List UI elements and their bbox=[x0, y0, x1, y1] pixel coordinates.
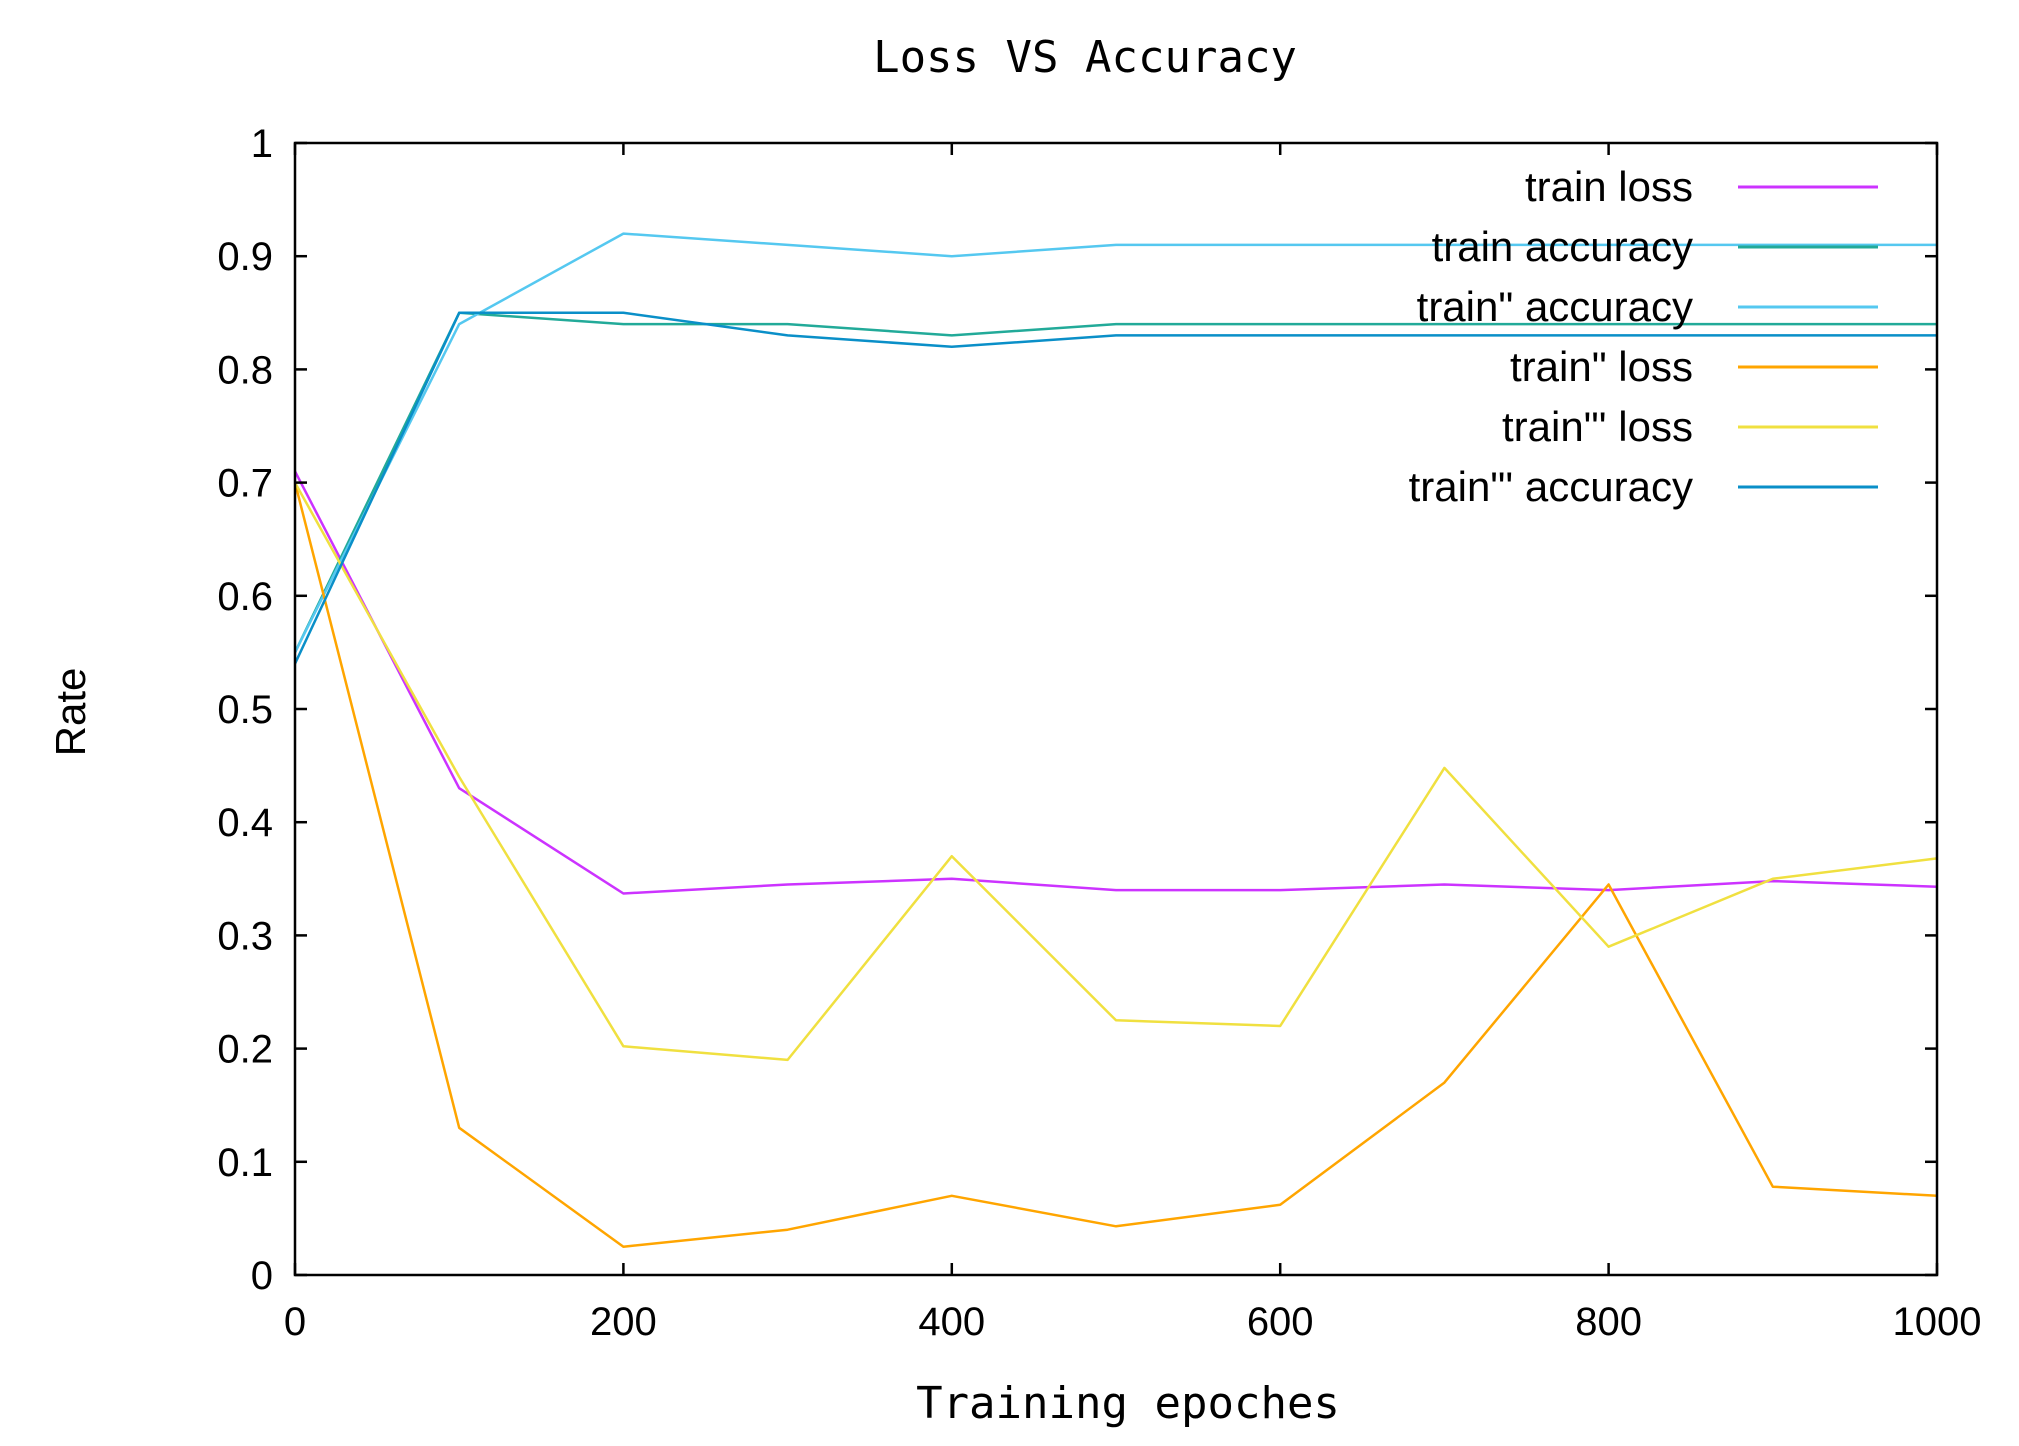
y-tick-label: 0.5 bbox=[217, 688, 273, 732]
chart-title: Loss VS Accuracy bbox=[873, 32, 1297, 83]
series-layer bbox=[293, 232, 1938, 1248]
legend-label: train"' accuracy bbox=[1409, 463, 1693, 510]
y-tick-label: 0.6 bbox=[217, 575, 273, 619]
y-axis-label: Rate bbox=[47, 668, 94, 757]
legend-label: train" loss bbox=[1510, 343, 1693, 390]
y-tick-label: 0.3 bbox=[217, 914, 273, 958]
y-tick-label: 0.9 bbox=[217, 235, 273, 279]
legend-label: train"' loss bbox=[1502, 403, 1693, 450]
y-tick-label: 1 bbox=[251, 122, 273, 166]
plot-frame bbox=[293, 141, 1939, 1277]
x-tick-label: 200 bbox=[590, 1300, 657, 1344]
legend-label: train loss bbox=[1525, 163, 1693, 210]
legend: train loss train accuracy train" accuracy t… bbox=[1409, 163, 1878, 510]
y-tick-label: 0.7 bbox=[217, 462, 273, 506]
x-tick-label: 600 bbox=[1247, 1300, 1314, 1344]
x-tick-label: 1000 bbox=[1893, 1300, 1982, 1344]
series-line-2 bbox=[293, 311, 1937, 653]
series-line-1 bbox=[293, 470, 1938, 895]
legend-label: train" accuracy bbox=[1417, 283, 1693, 330]
legend-label: train accuracy bbox=[1432, 223, 1693, 270]
y-tick-label: 0.2 bbox=[217, 1028, 273, 1072]
y-tick-label: 0.1 bbox=[217, 1141, 273, 1185]
x-tick-label: 800 bbox=[1575, 1300, 1642, 1344]
x-tick-label: 0 bbox=[284, 1300, 306, 1344]
y-tick-label: 0 bbox=[251, 1254, 273, 1298]
x-tick-label: 400 bbox=[918, 1300, 985, 1344]
series-line-6 bbox=[293, 311, 1937, 665]
axis-ticks: 0 0.1 0.2 0.3 0.4 0.5 0.6 0.7 0.8 0.9 1 0 200 400 600 8… bbox=[217, 122, 1981, 1344]
y-tick-label: 0.4 bbox=[217, 801, 273, 845]
y-tick-label: 0.8 bbox=[217, 348, 273, 392]
series-line-4 bbox=[293, 482, 1938, 1248]
x-axis-label: Training epoches bbox=[916, 1378, 1340, 1429]
series-line-3 bbox=[293, 232, 1937, 653]
series-line-5 bbox=[293, 481, 1938, 1062]
